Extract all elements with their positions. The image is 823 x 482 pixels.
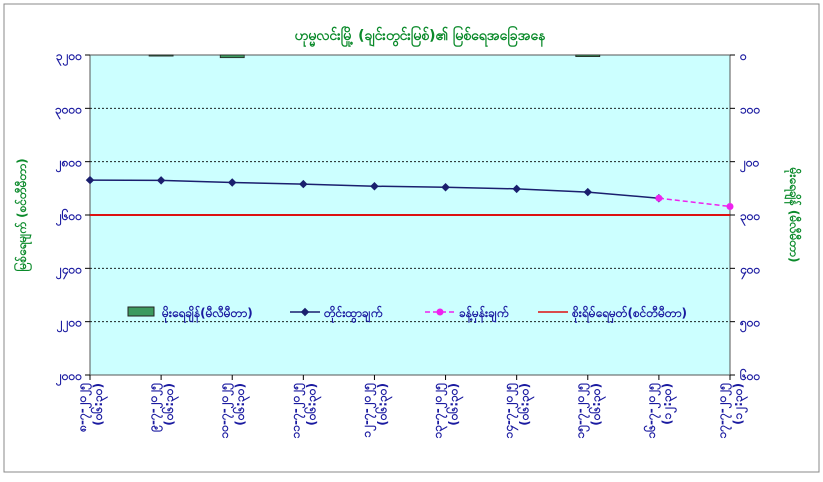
rain-bar: [219, 54, 245, 59]
legend-marker: [436, 308, 444, 316]
y2-tick-label: ၁၀၀: [740, 102, 761, 116]
point: [299, 179, 308, 189]
y-tick-label: ၂၆၀၀: [55, 207, 82, 227]
y2-tick-label: ၅၀၀: [739, 316, 761, 334]
x-tick-time: (၁၂:၃၀): [731, 383, 749, 425]
x-tick-label: ၁၁-၇-၂၀၂၅: [288, 383, 306, 439]
point: [156, 176, 166, 185]
x-tick-time: (၀၆:၃၀): [89, 383, 109, 426]
legend-label: စိုးရိမ်ရေမှတ်(စင်တီမီတာ): [571, 304, 687, 324]
y2-tick-label: ၄၀၀: [739, 262, 761, 280]
x-tick-label: ၈-၇-၂၀၂၅: [75, 383, 93, 433]
x-tick-time: (၀၆:၃၀): [516, 383, 536, 426]
x-tick-label: ၁၄-၇-၂၀၂၅: [502, 383, 520, 439]
y2-tick-label: ၀: [739, 49, 747, 63]
y-tick-label: ၂၈၀၀: [55, 156, 83, 174]
y2-axis-label: မိုးရေချိန် (မီလီမီတာ): [783, 167, 803, 263]
point: [370, 181, 379, 191]
point: [726, 202, 734, 210]
y-axis-label: မြစ်ရေမျက် (စင်တီမီတာ): [12, 158, 33, 271]
y2-tick-label: ၆၀၀: [739, 367, 761, 383]
x-tick-time: (၀၆:၃၀): [302, 383, 322, 426]
y2-tick-label: ၃၀၀: [740, 209, 761, 227]
y-tick-label: ၂၄၀၀: [55, 262, 82, 280]
rain-bar: [148, 54, 174, 57]
chart-title: ဟုမ္မလင်းမြို့ (ချင်းတွင်းမြစ်)၏ မြစ်ရေအ…: [295, 26, 547, 47]
series-line: [658, 197, 731, 208]
point: [85, 175, 95, 185]
x-tick-time: (၀၆:၃၀): [373, 383, 393, 426]
x-tick-time: (၀၆:၃၀): [587, 383, 607, 426]
y-tick-label: ၃၀၀၀: [55, 102, 82, 120]
point: [441, 183, 450, 192]
legend-swatch: [127, 306, 155, 317]
x-tick-time: (၀၆:၃၀): [231, 383, 251, 426]
x-tick-label: ၉-၇-၂၀၂၅: [146, 383, 164, 433]
y-tick-label: ၂၂၀၀: [56, 316, 83, 334]
y2-tick-label: ၂၀၀: [739, 156, 760, 174]
x-tick-label: ၁၇-၇-၂၀၂၅: [715, 383, 733, 439]
point: [655, 194, 663, 202]
x-tick-label: ၁၅-၇-၂၀၂၅: [573, 383, 591, 439]
x-tick-time: (၀၆:၃၀): [445, 383, 465, 426]
x-tick-label: ၁၀-၇-၂၀၂၅: [217, 383, 235, 439]
legend-label: မိုးရေချိန်(မီလီမီတာ): [161, 304, 253, 324]
rain-bar: [575, 54, 601, 58]
x-tick-label: ၁၆-၇-၂၀၂၅: [642, 383, 662, 439]
legend-marker: [300, 307, 310, 317]
point: [227, 178, 237, 187]
x-tick-time: (၁၂:၃၀): [660, 383, 678, 425]
x-tick-label: ၁၂-၇-၂၀၂၅: [359, 383, 377, 438]
x-tick-label: ၁၃-၇-၂၀၂၅: [431, 383, 449, 439]
x-tick-time: (၀၆:၃၀): [160, 383, 180, 426]
y-tick-label: ၂၀၀၀: [55, 369, 82, 387]
legend-label: တိုင်းထွာချက်: [323, 304, 383, 324]
legend-label: ခန့်မှန်းချက်: [459, 304, 509, 324]
y-tick-label: ၃၂၀၀: [56, 49, 82, 67]
